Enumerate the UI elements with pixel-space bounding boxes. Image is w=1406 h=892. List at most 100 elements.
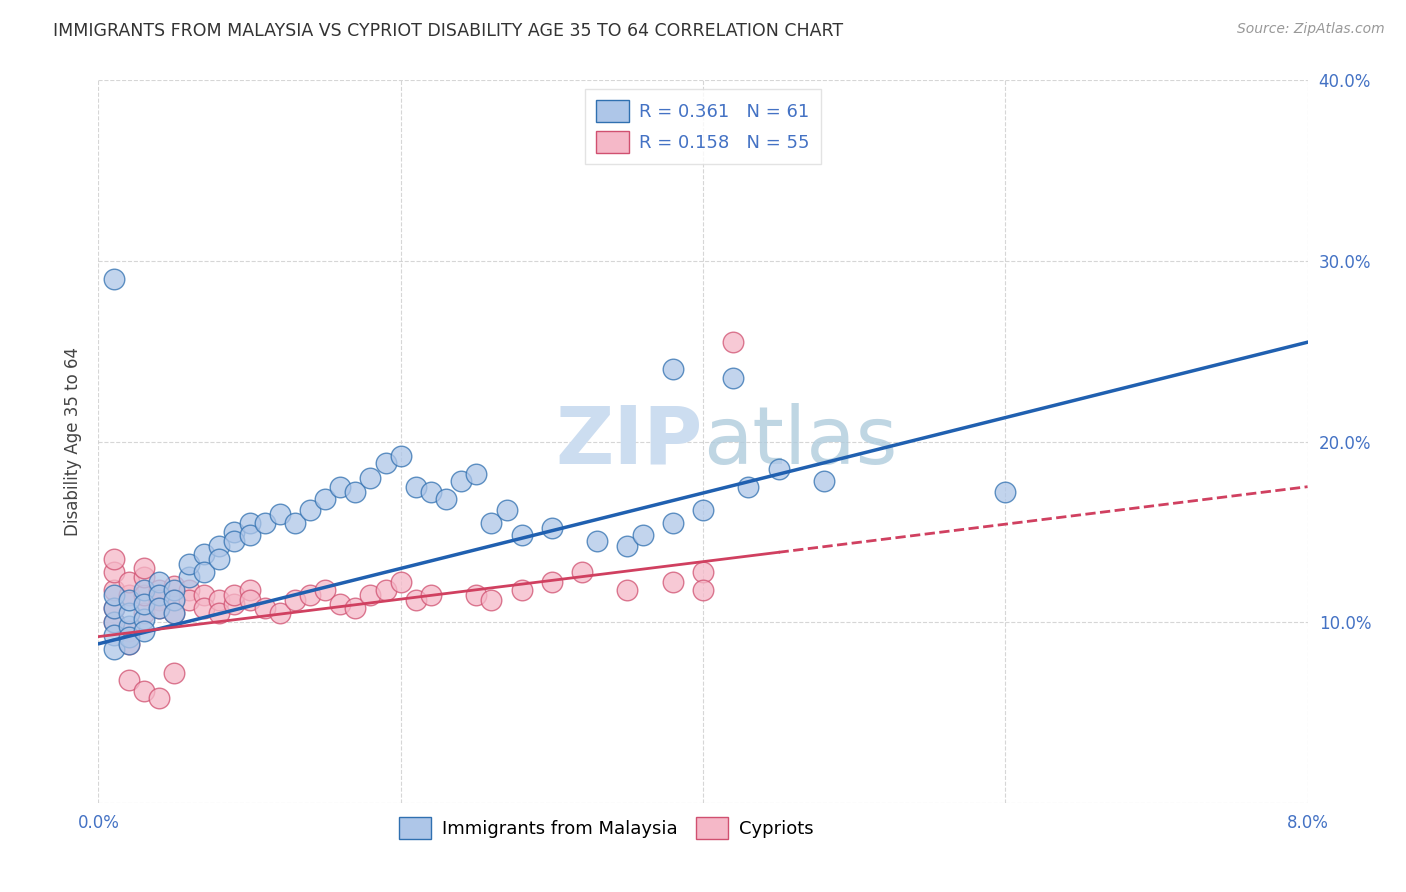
Point — [994, 485, 1017, 500]
Point — [465, 467, 488, 481]
Point — [118, 588, 141, 602]
Point — [118, 673, 141, 687]
Point — [692, 503, 714, 517]
Legend: Immigrants from Malaysia, Cypriots: Immigrants from Malaysia, Cypriots — [389, 808, 823, 848]
Point — [118, 619, 141, 633]
Point — [103, 272, 125, 286]
Point — [329, 597, 352, 611]
Point — [103, 565, 125, 579]
Point — [465, 588, 488, 602]
Point — [118, 637, 141, 651]
Point — [374, 456, 396, 470]
Point — [103, 600, 125, 615]
Point — [179, 582, 201, 597]
Point — [148, 588, 170, 602]
Point — [103, 552, 125, 566]
Point — [132, 606, 155, 620]
Point — [148, 600, 170, 615]
Point — [208, 539, 231, 553]
Point — [132, 588, 155, 602]
Point — [768, 461, 790, 475]
Point — [148, 582, 170, 597]
Point — [193, 565, 215, 579]
Point — [132, 597, 155, 611]
Point — [163, 582, 186, 597]
Point — [450, 475, 472, 489]
Point — [510, 582, 533, 597]
Point — [103, 588, 125, 602]
Point — [239, 582, 262, 597]
Text: atlas: atlas — [703, 402, 897, 481]
Point — [148, 691, 170, 706]
Point — [344, 600, 367, 615]
Point — [420, 588, 443, 602]
Point — [239, 528, 262, 542]
Point — [239, 516, 262, 530]
Point — [389, 449, 412, 463]
Point — [314, 582, 336, 597]
Point — [374, 582, 396, 597]
Point — [132, 570, 155, 584]
Text: IMMIGRANTS FROM MALAYSIA VS CYPRIOT DISABILITY AGE 35 TO 64 CORRELATION CHART: IMMIGRANTS FROM MALAYSIA VS CYPRIOT DISA… — [53, 22, 844, 40]
Point — [344, 485, 367, 500]
Point — [148, 575, 170, 590]
Point — [360, 588, 382, 602]
Point — [193, 600, 215, 615]
Point — [208, 593, 231, 607]
Point — [481, 593, 503, 607]
Point — [224, 597, 246, 611]
Text: ZIP: ZIP — [555, 402, 703, 481]
Point — [208, 606, 231, 620]
Point — [118, 630, 141, 644]
Point — [132, 624, 155, 639]
Point — [269, 606, 291, 620]
Point — [163, 606, 186, 620]
Point — [616, 539, 638, 553]
Point — [132, 683, 155, 698]
Point — [434, 492, 457, 507]
Point — [510, 528, 533, 542]
Point — [661, 362, 683, 376]
Point — [179, 593, 201, 607]
Point — [193, 547, 215, 561]
Point — [737, 480, 759, 494]
Point — [163, 606, 186, 620]
Point — [148, 593, 170, 607]
Point — [163, 579, 186, 593]
Point — [284, 516, 307, 530]
Point — [179, 558, 201, 572]
Point — [723, 335, 745, 350]
Point — [253, 600, 276, 615]
Point — [360, 471, 382, 485]
Point — [269, 507, 291, 521]
Point — [118, 575, 141, 590]
Point — [118, 637, 141, 651]
Point — [163, 593, 186, 607]
Point — [239, 593, 262, 607]
Point — [389, 575, 412, 590]
Point — [103, 582, 125, 597]
Point — [540, 575, 562, 590]
Point — [103, 615, 125, 630]
Point — [420, 485, 443, 500]
Point — [224, 533, 246, 548]
Point — [661, 516, 683, 530]
Point — [132, 561, 155, 575]
Y-axis label: Disability Age 35 to 64: Disability Age 35 to 64 — [65, 347, 83, 536]
Point — [208, 552, 231, 566]
Point — [118, 606, 141, 620]
Point — [314, 492, 336, 507]
Point — [118, 624, 141, 639]
Point — [224, 524, 246, 539]
Point — [103, 615, 125, 630]
Point — [813, 475, 835, 489]
Point — [692, 565, 714, 579]
Point — [495, 503, 517, 517]
Point — [299, 588, 322, 602]
Point — [118, 593, 141, 607]
Point — [103, 642, 125, 657]
Point — [284, 593, 307, 607]
Point — [692, 582, 714, 597]
Point — [405, 480, 427, 494]
Point — [571, 565, 593, 579]
